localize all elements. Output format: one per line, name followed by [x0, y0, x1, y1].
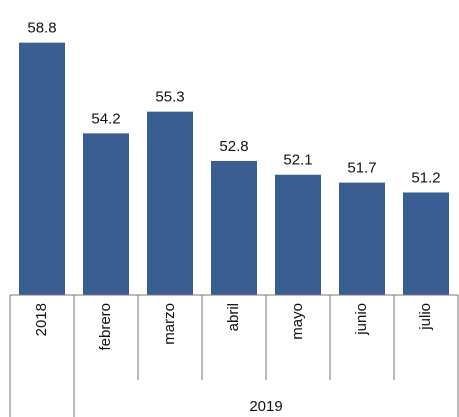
x-tick-label: febrero	[97, 303, 114, 351]
bar	[19, 42, 65, 296]
group-label: 2019	[249, 398, 282, 415]
bar	[403, 192, 449, 295]
bar	[147, 111, 193, 296]
data-label: 54.2	[91, 110, 120, 127]
data-label: 52.8	[219, 138, 248, 155]
bar	[339, 182, 385, 295]
data-label: 55.3	[155, 89, 184, 106]
data-label: 58.8	[27, 20, 56, 37]
x-tick-label: marzo	[161, 303, 178, 345]
x-tick-label: junio	[353, 303, 370, 336]
data-label: 51.2	[411, 169, 440, 186]
x-tick-label: julio	[417, 303, 434, 331]
data-label: 51.7	[347, 160, 376, 177]
bar	[83, 133, 129, 295]
x-tick-label: mayo	[289, 303, 306, 340]
bar	[211, 160, 257, 295]
x-tick-label: abril	[225, 303, 242, 331]
bar	[275, 174, 321, 295]
data-label: 52.1	[283, 152, 312, 169]
x-tick-label: 2018	[33, 303, 50, 336]
